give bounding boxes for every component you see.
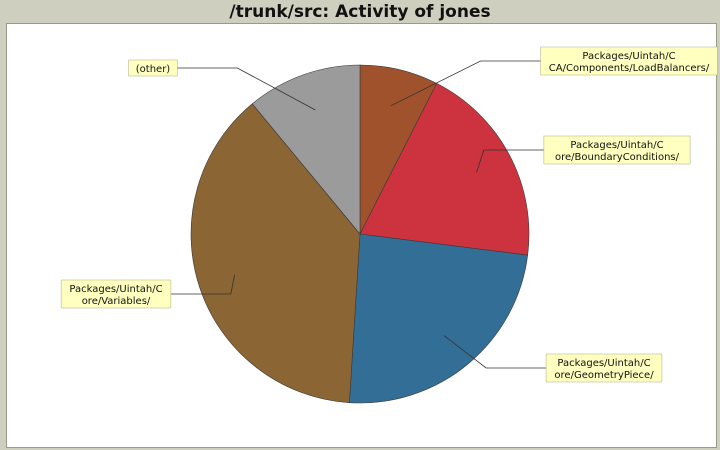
slice-label: Packages/Uintah/C ore/Variables/ (69, 284, 162, 307)
pie-slice (190, 103, 361, 403)
slice-label: Packages/Uintah/C ore/GeometryPiece/ (554, 358, 654, 381)
slice-label-box (543, 135, 691, 165)
leader-line (177, 67, 316, 111)
leader-line (390, 60, 541, 107)
leader-line (476, 149, 544, 173)
pie-slice (349, 233, 529, 404)
slice-label: (other) (136, 64, 171, 75)
chart-title: /trunk/src: Activity of jones (229, 2, 491, 22)
slice-label-box (60, 279, 172, 309)
slice-label: Packages/Uintah/C CA/Components/LoadBalan… (549, 51, 710, 74)
leader-line (443, 335, 547, 369)
slice-label-box (128, 59, 178, 77)
pie-slice (251, 64, 361, 235)
slice-label-box (540, 46, 718, 76)
leader-line (170, 274, 236, 295)
slice-label-box (545, 353, 663, 383)
pie-slice (359, 83, 530, 256)
slice-label: Packages/Uintah/C ore/BoundaryConditions/ (555, 140, 680, 163)
